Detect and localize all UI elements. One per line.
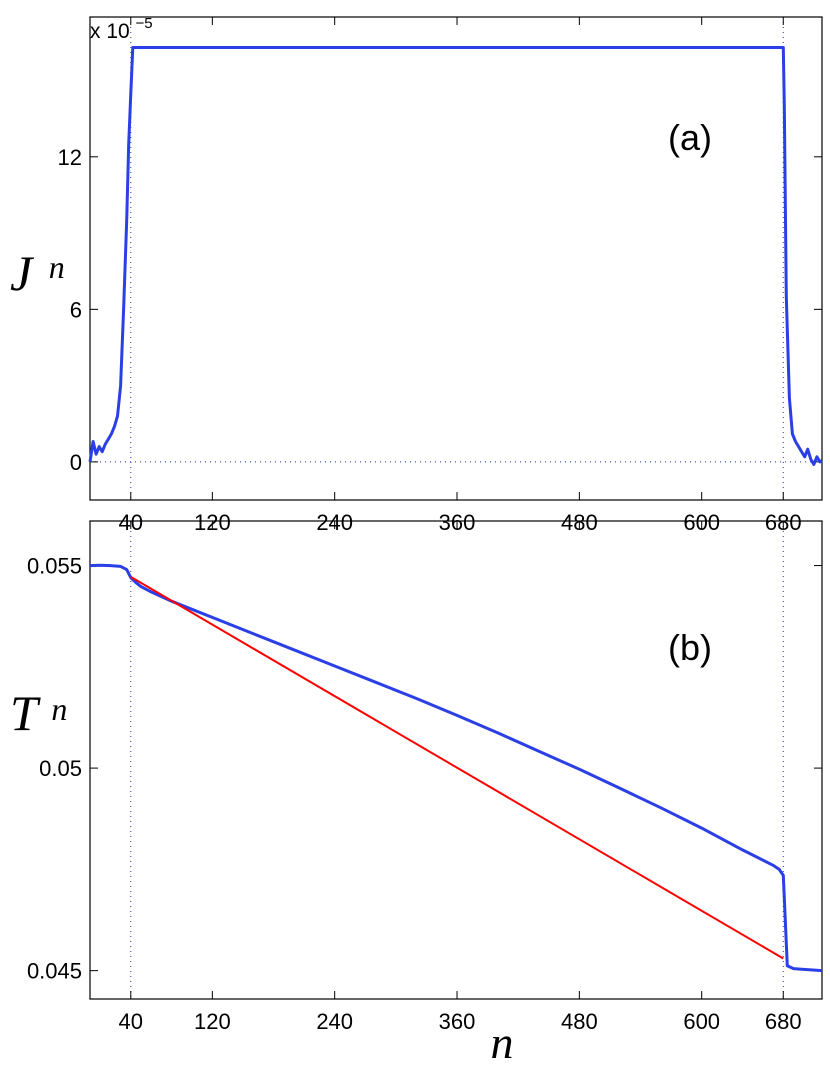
series-line-0 [88, 46, 823, 466]
x-tick-label: 40 [119, 1009, 143, 1034]
reference-lines-b [130, 521, 784, 999]
y-ticks-b: 0.045 0.05 0.055 [27, 554, 822, 984]
panel-label-a: (a) [668, 117, 712, 158]
y-tick-label: 0.05 [39, 756, 82, 781]
x-tick-label: 360 [439, 1009, 476, 1034]
y-tick-label: 12 [58, 145, 82, 170]
y-axis-label-sub-b: n [51, 691, 67, 727]
y-multiplier-a: x 10 −5 [90, 15, 153, 43]
plot-frame-a [89, 16, 823, 501]
x-ticks-a: 40 120 240 360 480 600 680 [119, 17, 802, 535]
x-ticks-b: 40 120 240 360 480 600 680 [119, 521, 802, 1034]
series-b [89, 563, 823, 973]
series-a [88, 46, 823, 466]
panel-label-b: (b) [668, 627, 712, 668]
x-tick-label: 120 [194, 1009, 231, 1034]
panel-a: 40 120 240 360 480 600 680 0 6 12 (a) x 10 −5 J … [10, 15, 823, 535]
y-tick-label: 0 [70, 450, 82, 475]
x-axis-label-b: n [491, 1017, 514, 1067]
x-tick-label: 480 [561, 1009, 598, 1034]
x-tick-label: 600 [683, 1009, 720, 1034]
x-tick-label: 240 [316, 1009, 353, 1034]
y-axis-label-main-b: T [10, 685, 41, 741]
x-tick-label: 680 [765, 1009, 802, 1034]
plot-frame-b [89, 520, 823, 1000]
y-ticks-a: 0 6 12 [58, 145, 822, 475]
y-axis-label-a: J n [10, 245, 65, 301]
y-axis-label-sub-a: n [49, 249, 65, 285]
reference-lines-a [90, 17, 822, 500]
y-axis-label-main-a: J [10, 245, 35, 301]
y-multiplier-prefix-a: x 10 [90, 20, 130, 43]
y-tick-label: 6 [70, 297, 82, 322]
series-line-1 [130, 576, 784, 960]
y-tick-label: 0.055 [27, 554, 82, 579]
y-multiplier-exponent-a: −5 [136, 15, 153, 32]
y-axis-label-b: T n [10, 685, 67, 741]
y-tick-label: 0.045 [27, 959, 82, 984]
